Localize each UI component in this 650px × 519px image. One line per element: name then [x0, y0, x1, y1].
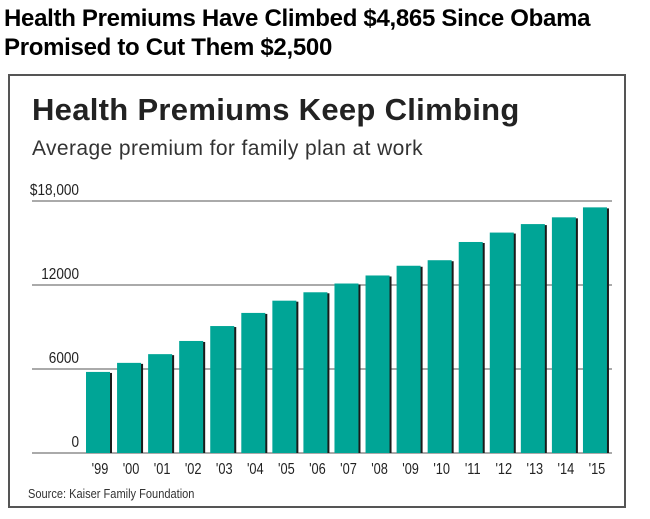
- x-tick-label: '00: [123, 461, 140, 479]
- x-tick-label: '06: [309, 461, 326, 479]
- x-tick-label: '15: [589, 461, 606, 479]
- bar: [458, 241, 483, 453]
- bar: [551, 217, 576, 453]
- bar: [117, 362, 142, 453]
- bar: [334, 283, 359, 453]
- x-tick-label: '08: [371, 461, 388, 479]
- x-tick-label: '01: [154, 461, 171, 479]
- x-tick-label: '03: [216, 461, 233, 479]
- y-tick-label: 0: [71, 434, 79, 451]
- x-tick-label: '12: [495, 461, 512, 479]
- y-tick-label: 12000: [41, 266, 79, 283]
- x-tick-label: '13: [527, 461, 544, 479]
- bar: [489, 232, 514, 453]
- chart-title: Health Premiums Keep Climbing: [32, 92, 520, 127]
- source-note: Source: Kaiser Family Foundation: [28, 486, 195, 501]
- x-tick-label: '02: [185, 461, 202, 479]
- bar: [303, 292, 328, 453]
- y-tick-label: $18,000: [30, 182, 79, 199]
- bar: [396, 265, 421, 453]
- headline: Health Premiums Have Climbed $4,865 Sinc…: [4, 5, 591, 61]
- bar: [241, 312, 266, 453]
- bar: [520, 224, 545, 453]
- bar: [210, 326, 235, 453]
- bar: [427, 260, 452, 453]
- x-tick-label: '07: [340, 461, 357, 479]
- x-tick-label: '04: [247, 461, 264, 479]
- x-tick-label: '09: [402, 461, 419, 479]
- bar: [272, 300, 297, 453]
- x-tick-label: '11: [465, 461, 481, 479]
- bar: [148, 354, 173, 453]
- x-tick-label: '99: [92, 461, 109, 479]
- x-tick-label: '05: [278, 461, 295, 479]
- chart-subtitle: Average premium for family plan at work: [32, 137, 424, 160]
- bar: [179, 340, 204, 453]
- x-tick-label: '10: [433, 461, 450, 479]
- y-tick-label: 6000: [49, 350, 79, 367]
- bar: [582, 207, 607, 453]
- x-tick-label: '14: [558, 461, 575, 479]
- bar: [86, 371, 110, 453]
- bar: [365, 275, 390, 453]
- chart-frame: [8, 74, 626, 508]
